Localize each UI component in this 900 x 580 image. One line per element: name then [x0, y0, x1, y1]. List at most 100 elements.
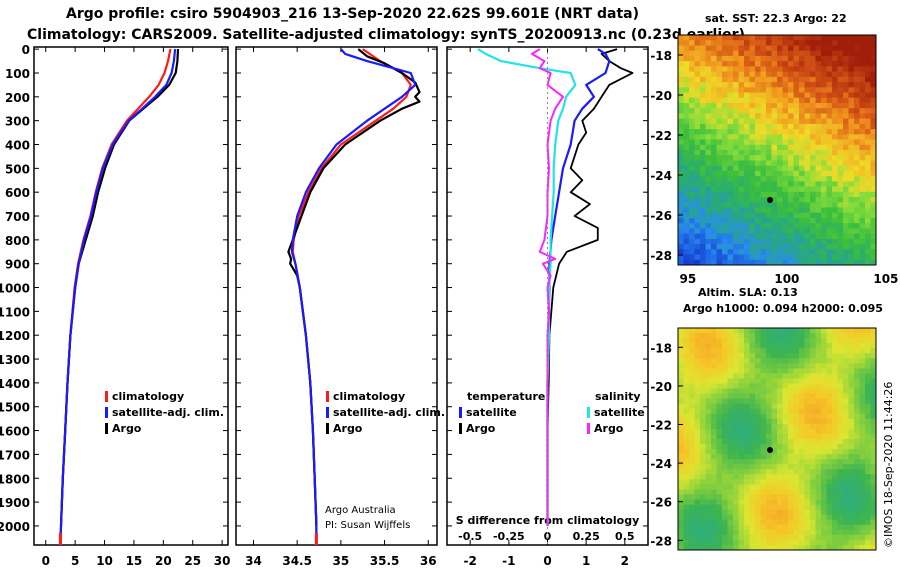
sst-map-cell [843, 108, 849, 114]
sst-map-cell [837, 191, 844, 198]
sla-map-cell [689, 539, 695, 546]
sst-map-cell [848, 186, 855, 193]
sla-map-cell [782, 363, 789, 369]
sst-map-cell [810, 170, 816, 177]
sla-map-cell [843, 499, 849, 505]
sst-map-cell [700, 76, 706, 83]
sla-map-cell [678, 373, 684, 379]
sla-map-cell [744, 459, 750, 465]
sla-map-cell [711, 484, 717, 490]
sst-map-cell [771, 45, 778, 52]
sla-map-cell [705, 534, 712, 541]
sla-map-cell [766, 534, 772, 541]
sst-map-cell [771, 249, 778, 255]
sst-map-cell [788, 139, 794, 146]
sla-map-cell [854, 398, 860, 405]
sst-map-cell [804, 92, 811, 99]
sst-map-cell [727, 212, 734, 219]
sla-map-cell [859, 534, 866, 541]
sst-map-cell [716, 144, 723, 151]
sla-map-cell [744, 474, 750, 480]
sst-map-cell [716, 233, 723, 240]
sla-map-cell [755, 368, 761, 374]
sla-map-cell [854, 353, 860, 359]
sla-map-cell [815, 403, 822, 410]
sst-map-cell [782, 259, 789, 266]
sla-map-cell [760, 403, 767, 410]
sla-map-cell [678, 484, 684, 490]
sst-map-cell [843, 197, 849, 203]
sla-map-cell [865, 529, 871, 536]
sla-map-cell [678, 434, 684, 440]
sla-map-cell [793, 469, 800, 475]
sst-map-cell [837, 113, 844, 120]
sla-map-cell [711, 333, 717, 339]
sla-map-cell [738, 529, 745, 536]
sst-map-cell [837, 66, 844, 73]
sst-map-cell [870, 155, 877, 161]
sst-map-cell [821, 87, 827, 93]
sst-map-cell [826, 35, 833, 41]
sst-map-cell [799, 249, 805, 255]
sst-map-cell [755, 92, 761, 99]
sst-map-cell [722, 249, 728, 255]
sst-map-cell [771, 97, 778, 104]
sst-map-cell [738, 108, 745, 114]
sla-map-cell [804, 333, 811, 339]
sla-map-cell [859, 368, 866, 374]
sst-map-cell [810, 191, 816, 198]
sst-map-cell [777, 254, 783, 261]
sla-map-cell [727, 504, 734, 511]
sla-map-cell [832, 469, 838, 475]
sla-map-title: Altim. SLA: 0.13 [698, 286, 798, 299]
sst-map-cell [749, 150, 756, 156]
sla-map-cell [859, 434, 866, 440]
sla-map-cell [738, 469, 745, 475]
sst-map-cell [804, 249, 811, 255]
sst-map-cell [870, 123, 877, 130]
sst-map-cell [771, 35, 778, 41]
sst-map-cell [694, 238, 701, 245]
x-tick-label: -2 [464, 554, 477, 568]
sla-map-cell [749, 474, 756, 480]
sla-map-cell [771, 504, 778, 511]
sst-map-cell [738, 202, 745, 208]
sla-map-cell [705, 393, 712, 400]
sla-map-cell [716, 529, 723, 536]
sla-map-cell [810, 398, 816, 405]
sla-map-cell [793, 423, 800, 430]
sla-map-cell [738, 378, 745, 384]
sla-map-cell [694, 524, 701, 531]
sst-map-cell [821, 118, 827, 125]
sla-map-cell [854, 378, 860, 384]
sst-map-cell [777, 160, 783, 167]
sst-map-cell [799, 55, 805, 62]
sla-map-cell [832, 413, 838, 420]
sst-map-cell [782, 40, 789, 46]
sla-map-cell [711, 338, 717, 344]
x-tick-label: 25 [184, 554, 201, 568]
sla-map-cell [865, 333, 871, 339]
sst-map-cell [716, 191, 723, 198]
sla-map-cell [870, 328, 877, 334]
sst-map-cell [870, 207, 877, 214]
sla-map-cell [821, 545, 827, 551]
sla-map-cell [766, 353, 772, 359]
sla-map-cell [777, 529, 783, 536]
sst-map-cell [755, 129, 761, 135]
sla-map-cell [782, 388, 789, 394]
sst-map-cell [700, 66, 706, 73]
sst-map-cell [683, 87, 690, 93]
sla-map-cell [837, 363, 844, 369]
sla-map-cell [854, 504, 860, 511]
sla-map-cell [694, 388, 701, 394]
sla-map-cell [744, 348, 750, 354]
sla-map-cell [694, 489, 701, 495]
sla-map-cell [744, 484, 750, 490]
sla-map-cell [865, 519, 871, 526]
sla-map-cell [799, 408, 805, 415]
sst-y-tick-label: -20 [650, 89, 672, 103]
sst-map-cell [705, 218, 712, 224]
sst-map-cell [727, 202, 734, 208]
sst-map-cell [705, 97, 712, 104]
